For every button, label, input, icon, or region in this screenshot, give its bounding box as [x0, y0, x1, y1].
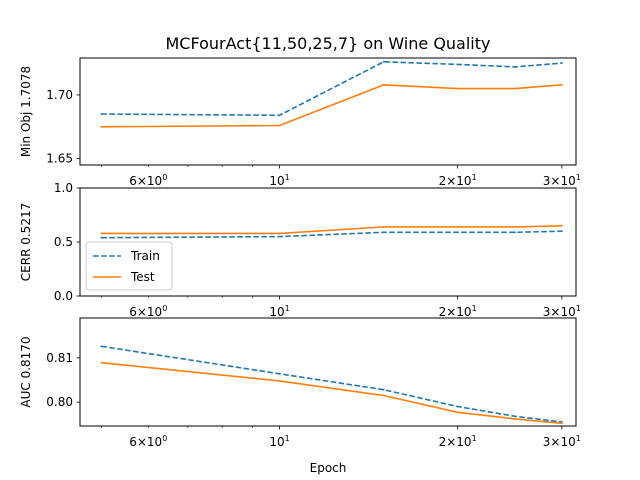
data-point-test: [514, 225, 516, 228]
data-point-train: [560, 230, 563, 233]
legend-frame: [85, 241, 173, 291]
series-line-test: [101, 225, 562, 235]
y-axis-label: Min Obj 1.7078: [19, 66, 33, 157]
y-axis-label: AUC 0.8170: [19, 336, 33, 407]
subplot-2: 6×100 101 2×101 3×101 0.0 0.5 1.0 CERR 0.5217 Tr…: [19, 181, 581, 319]
x-tick-label: 2×101: [439, 434, 477, 449]
data-point-test: [560, 224, 563, 227]
x-tick-label: 6×100: [129, 434, 167, 449]
data-point-test: [382, 394, 385, 397]
data-point-train: [456, 63, 459, 66]
data-point-train: [382, 60, 385, 63]
data-point-test: [456, 411, 459, 414]
series-line-train: [101, 60, 562, 117]
x-tick-label: 3×101: [543, 304, 581, 319]
x-tick-label: 3×101: [543, 434, 581, 449]
legend: Train Test: [85, 241, 173, 291]
y-tick-label: 1.0: [54, 181, 73, 195]
data-point-test: [514, 87, 516, 90]
data-point-test: [278, 124, 281, 127]
data-point-test: [560, 83, 563, 86]
data-point-train: [560, 62, 563, 64]
x-tick-label: 101: [269, 304, 289, 319]
subplot-1: 6×100 101 2×101 3×101 1.65 1.70 Min Obj 1.7078: [19, 57, 581, 188]
x-tick-label: 3×101: [543, 173, 581, 188]
y-axis-label: CERR 0.5217: [19, 203, 33, 281]
data-point-test: [100, 232, 103, 235]
data-point-train: [100, 236, 103, 239]
data-point-test: [514, 418, 516, 420]
data-point-test: [382, 83, 385, 86]
plot-frame: [79, 317, 577, 427]
data-point-train: [278, 114, 281, 117]
y-tick-label: 1.70: [46, 88, 73, 102]
data-point-train: [456, 231, 459, 234]
x-tick-label: 6×100: [129, 173, 167, 188]
data-point-train: [382, 231, 385, 234]
data-point-test: [456, 87, 459, 90]
y-tick-label: 0.81: [46, 351, 73, 365]
series-line-train: [101, 345, 562, 423]
plot-frame: [79, 57, 577, 166]
series-line-train: [101, 230, 562, 239]
x-tick-label: 2×101: [439, 304, 477, 319]
data-point-train: [278, 235, 281, 238]
data-point-train: [514, 231, 516, 234]
legend-label: Test: [130, 270, 155, 284]
data-point-test: [100, 125, 103, 128]
x-tick-label: 101: [269, 434, 289, 449]
data-point-train: [278, 372, 281, 375]
legend-label: Train: [130, 249, 160, 263]
x-tick-label: 6×100: [129, 304, 167, 319]
x-axis-label: Epoch: [310, 461, 347, 475]
data-point-test: [560, 422, 563, 425]
y-tick-label: 0.0: [54, 289, 73, 303]
data-point-test: [456, 225, 459, 228]
data-point-train: [514, 415, 516, 418]
data-point-train: [456, 405, 459, 408]
series-line-test: [101, 361, 562, 425]
y-tick-label: 1.65: [46, 152, 73, 166]
x-tick-label: 2×101: [439, 173, 477, 188]
subplots: 6×100 101 2×101 3×101 1.65 1.70 Min Obj 1.7078…: [19, 57, 581, 449]
y-tick-label: 0.80: [46, 395, 73, 409]
data-point-test: [382, 225, 385, 228]
data-point-test: [278, 379, 281, 382]
data-point-test: [100, 361, 103, 364]
data-point-train: [514, 66, 516, 68]
data-point-train: [100, 113, 103, 115]
data-point-train: [100, 345, 103, 348]
data-point-train: [382, 388, 385, 391]
subplot-3: 6×100 101 2×101 3×101 0.80 0.81 AUC 0.8170: [19, 317, 581, 449]
series-line-test: [101, 84, 562, 128]
x-tick-label: 101: [269, 173, 289, 188]
data-point-test: [278, 232, 281, 235]
y-tick-label: 0.5: [54, 235, 73, 249]
chart-title: MCFourAct{11,50,25,7} on Wine Quality: [166, 34, 491, 53]
